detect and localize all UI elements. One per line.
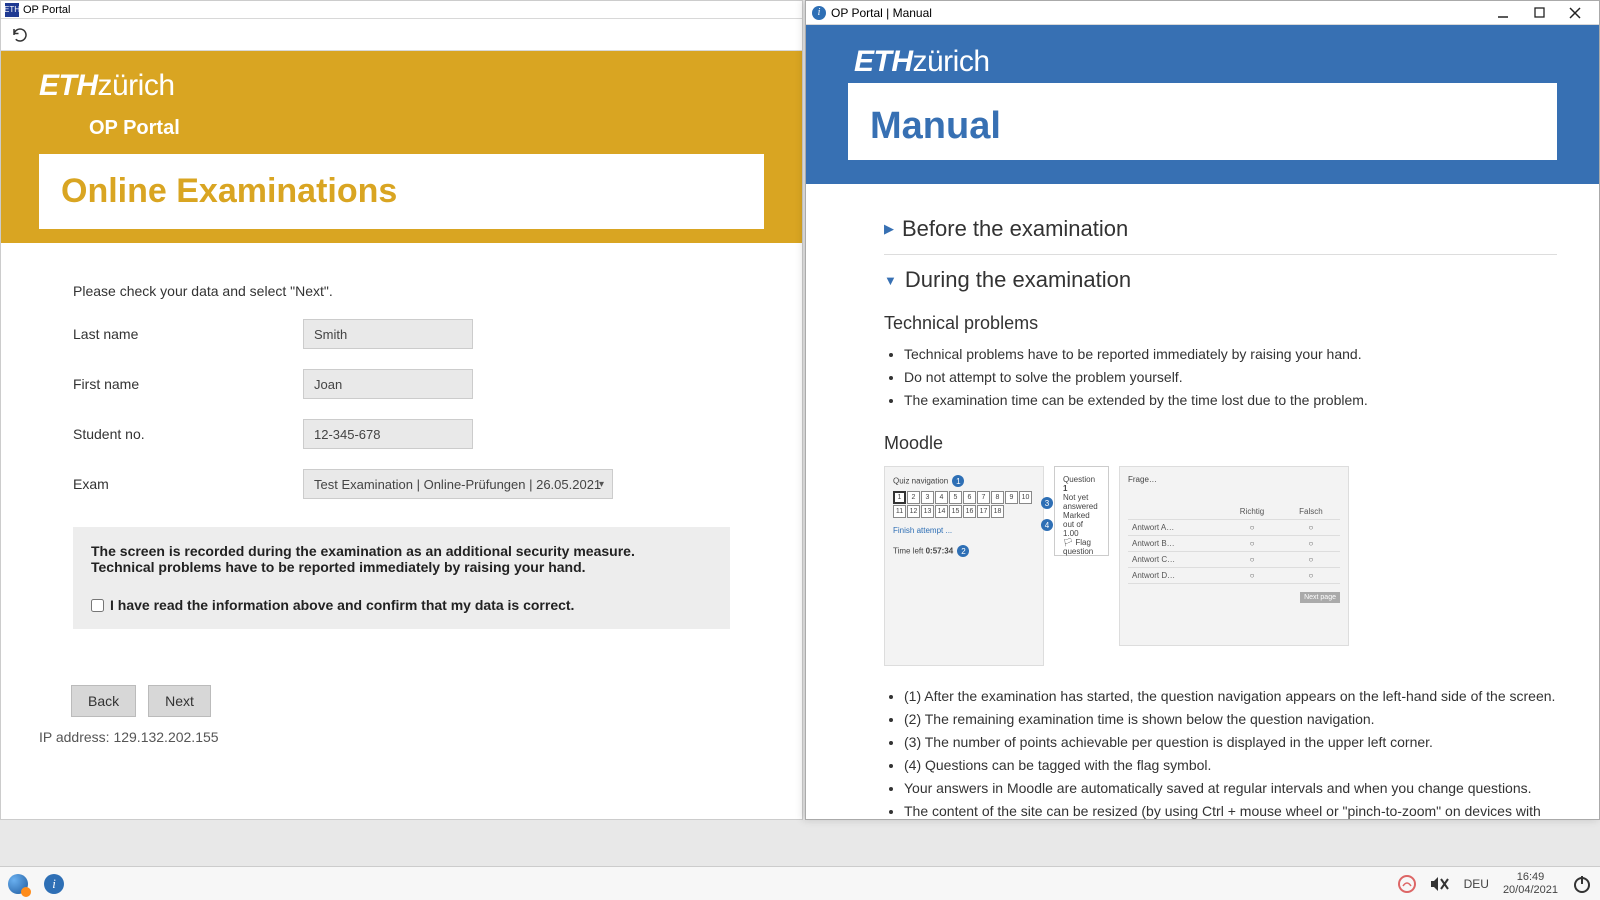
divider <box>884 254 1557 255</box>
keyboard-lang[interactable]: DEU <box>1464 877 1489 891</box>
label-exam: Exam <box>73 476 303 492</box>
technical-problems-heading: Technical problems <box>884 313 1557 334</box>
browser-titlebar: ETH OP Portal <box>1 1 802 19</box>
eth-logo: ETHzürich <box>1 69 802 103</box>
browser-taskbar-icon[interactable] <box>8 874 28 894</box>
button-row: Back Next <box>71 685 764 717</box>
student-no-input[interactable] <box>303 419 473 449</box>
network-icon[interactable] <box>1398 875 1416 893</box>
first-name-input[interactable] <box>303 369 473 399</box>
volume-muted-icon[interactable] <box>1430 876 1450 892</box>
next-button[interactable]: Next <box>148 685 211 717</box>
time-left: Time left 0:57:34 2 <box>893 545 1035 557</box>
moodle-heading: Moodle <box>884 433 1557 454</box>
triangle-down-icon: ▼ <box>884 273 897 288</box>
notice-line-2: Technical problems have to be reported i… <box>91 559 712 575</box>
list-item: (2) The remaining examination time is sh… <box>904 709 1557 730</box>
manual-body: ▶ Before the examination ▼ During the ex… <box>806 184 1599 819</box>
badge-4: 4 <box>1041 519 1053 531</box>
reload-icon[interactable] <box>11 26 29 44</box>
list-item: The examination time can be extended by … <box>904 390 1557 411</box>
question-grid: 123456789 101112131415161718 <box>893 491 1035 518</box>
clock[interactable]: 16:49 20/04/2021 <box>1503 871 1558 895</box>
manual-window: i OP Portal | Manual ETHzürich OP Portal… <box>805 0 1600 820</box>
exam-select[interactable]: Test Examination | Online-Prüfungen | 26… <box>303 469 613 499</box>
label-last-name: Last name <box>73 326 303 342</box>
info-icon: i <box>812 6 826 20</box>
list-item: Do not attempt to solve the problem your… <box>904 367 1557 388</box>
triangle-right-icon: ▶ <box>884 221 894 237</box>
confirm-checkbox[interactable] <box>91 599 104 612</box>
technical-bullets: Technical problems have to be reported i… <box>884 344 1557 411</box>
chevron-updown-icon: ▾ <box>599 479 604 490</box>
badge-3: 3 <box>1041 497 1053 509</box>
favicon-icon: ETH <box>5 3 19 17</box>
page-title: Online Examinations <box>61 172 742 211</box>
moodle-next-page: Next page <box>1300 592 1340 603</box>
section-before-exam[interactable]: ▶ Before the examination <box>884 210 1557 248</box>
confirm-label: I have read the information above and co… <box>110 597 574 613</box>
browser-toolbar <box>1 19 802 51</box>
notice-box: The screen is recorded during the examin… <box>73 527 730 629</box>
eth-logo: ETHzürich <box>806 45 1599 79</box>
label-student-no: Student no. <box>73 426 303 442</box>
list-item: Technical problems have to be reported i… <box>904 344 1557 365</box>
list-item: (3) The number of points achievable per … <box>904 732 1557 753</box>
list-item: (1) After the examination has started, t… <box>904 686 1557 707</box>
moodle-screenshot: Quiz navigation 1 123456789 101112131415… <box>884 466 1557 666</box>
taskbar: i DEU 16:49 20/04/2021 <box>0 866 1600 900</box>
info-taskbar-icon[interactable]: i <box>44 874 64 894</box>
power-icon[interactable] <box>1572 874 1592 894</box>
manual-content[interactable]: ETHzürich OP Portal en ▾ Manual ▶ Before… <box>806 25 1599 819</box>
page-content: ETHzürich OP Portal Online Examinations … <box>1 51 802 819</box>
moodle-nav-panel: Quiz navigation 1 123456789 101112131415… <box>884 466 1044 666</box>
intro-text: Please check your data and select "Next"… <box>73 283 730 299</box>
maximize-button[interactable] <box>1521 2 1557 24</box>
manual-titlebar: i OP Portal | Manual <box>806 1 1599 25</box>
minimize-button[interactable] <box>1485 2 1521 24</box>
moodle-question-panel: Frage… RichtigFalsch Antwort A…○○ Antwor… <box>1119 466 1349 646</box>
manual-heading-card: Manual <box>848 83 1557 160</box>
portal-label: OP Portal <box>1 103 802 140</box>
system-tray: DEU 16:49 20/04/2021 <box>1398 871 1592 895</box>
close-button[interactable] <box>1557 2 1593 24</box>
tab-title: OP Portal <box>23 4 71 16</box>
list-item: (4) Questions can be tagged with the fla… <box>904 755 1557 776</box>
form-card: Please check your data and select "Next"… <box>39 265 764 647</box>
page-heading-card: Online Examinations <box>39 154 764 229</box>
badge-2: 2 <box>957 545 969 557</box>
manual-window-title: OP Portal | Manual <box>831 6 932 20</box>
manual-heading: Manual <box>870 105 1557 148</box>
browser-window: ETH OP Portal ETHzürich OP Portal Online… <box>0 0 803 820</box>
numbered-bullets: (1) After the examination has started, t… <box>884 686 1557 819</box>
header-band: ETHzürich OP Portal Online Examinations <box>1 51 802 243</box>
notice-line-1: The screen is recorded during the examin… <box>91 543 712 559</box>
last-name-input[interactable] <box>303 319 473 349</box>
label-first-name: First name <box>73 376 303 392</box>
list-item: Your answers in Moodle are automatically… <box>904 778 1557 799</box>
ip-address: IP address: 129.132.202.155 <box>39 729 802 745</box>
section-during-exam[interactable]: ▼ During the examination <box>884 261 1557 299</box>
manual-header: ETHzürich OP Portal en ▾ Manual <box>806 25 1599 184</box>
finish-attempt-link: Finish attempt ... <box>893 526 1035 535</box>
back-button[interactable]: Back <box>71 685 136 717</box>
moodle-question-info: Question 1 Not yet answered Marked out o… <box>1054 466 1109 556</box>
badge-1: 1 <box>952 475 964 487</box>
list-item: The content of the site can be resized (… <box>904 801 1557 819</box>
